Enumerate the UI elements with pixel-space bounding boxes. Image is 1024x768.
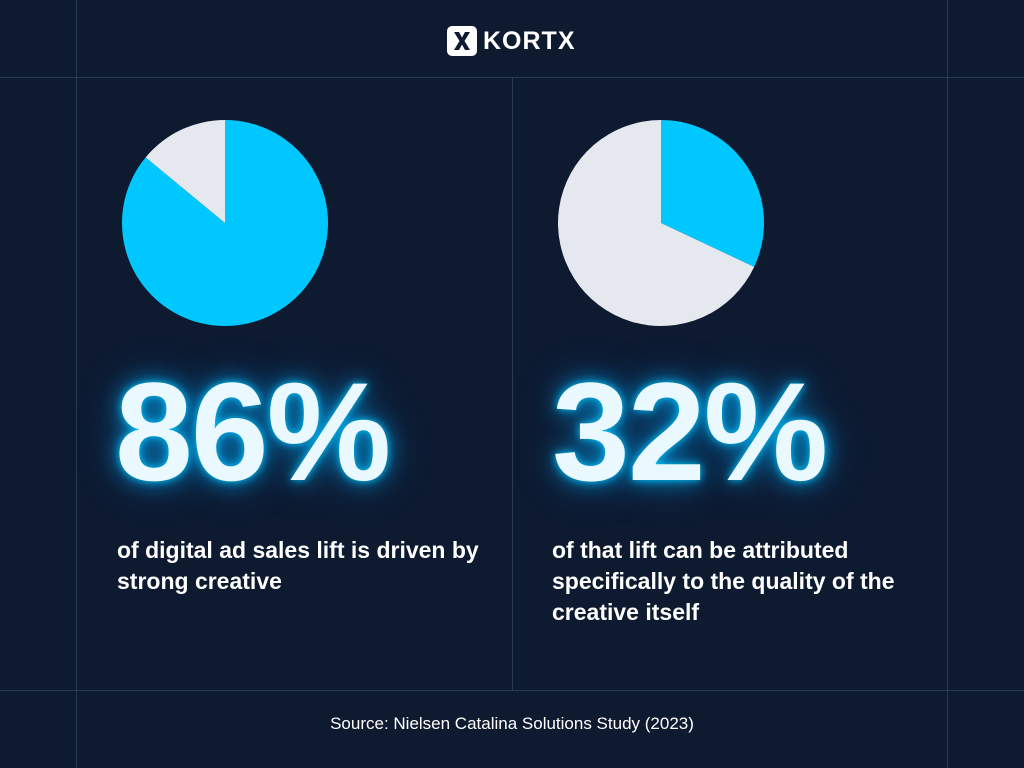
grid-line-right xyxy=(947,0,948,768)
kortx-logo: KORTX xyxy=(447,26,576,56)
stat-description-86: of digital ad sales lift is driven by st… xyxy=(117,537,479,594)
pie-slice-1-1 xyxy=(558,120,755,326)
source-note: Source: Nielsen Catalina Solutions Study… xyxy=(330,714,694,733)
pie-slice-0-0 xyxy=(121,120,329,326)
stat-value-32: 32% xyxy=(552,353,828,510)
center-divider xyxy=(512,77,513,690)
pie-slice-0-1 xyxy=(145,120,225,223)
grid-line-left xyxy=(76,0,77,768)
x-icon xyxy=(447,26,477,56)
grid-line-bottom xyxy=(0,690,1024,691)
stat-value-86: 86% xyxy=(115,353,391,510)
grid-line-top xyxy=(0,77,1024,78)
pie-chart-32 xyxy=(558,120,764,326)
stat-description-32: of that lift can be attributed specifica… xyxy=(552,537,895,625)
logo-wordmark: KORTX xyxy=(483,27,576,55)
pie-chart-86 xyxy=(121,120,329,326)
pie-slice-1-0 xyxy=(661,120,764,267)
